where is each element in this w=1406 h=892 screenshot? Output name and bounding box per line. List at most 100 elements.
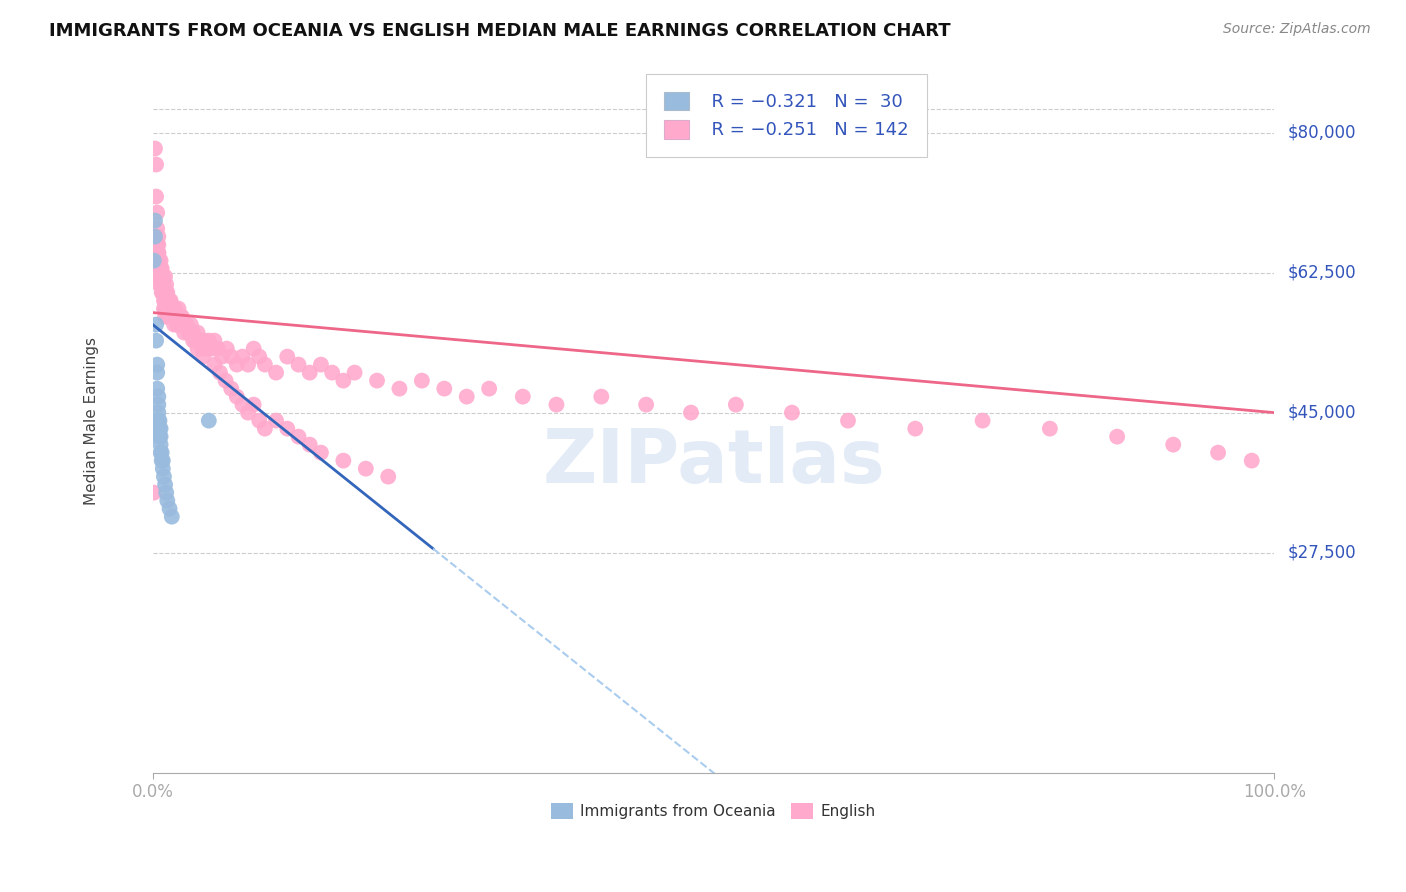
Point [679,406,702,420]
Point [148,277,170,292]
Point [1107,429,1129,443]
Point [724,398,747,412]
Point [198,334,221,348]
Point [149,429,172,443]
Point [191,342,214,356]
Point [152,285,174,300]
Point [512,390,534,404]
Point [173,326,195,340]
Point [159,501,181,516]
Point [148,269,170,284]
Point [150,285,173,300]
Point [309,358,332,372]
Point [219,350,242,364]
Point [148,245,170,260]
Point [264,414,287,428]
Point [156,310,179,324]
Point [202,358,225,372]
Point [156,301,179,316]
Point [162,310,184,324]
Point [253,358,276,372]
Point [195,342,218,356]
Text: $27,500: $27,500 [1288,543,1357,562]
Point [150,277,173,292]
Point [145,334,167,348]
Point [148,390,170,404]
Point [150,261,173,276]
Text: $62,500: $62,500 [1288,263,1357,282]
Point [287,429,309,443]
Point [332,453,354,467]
Point [148,398,170,412]
Point [388,382,411,396]
Point [142,253,165,268]
Point [276,422,298,436]
Point [208,366,231,380]
Point [972,414,994,428]
Point [165,310,187,324]
Point [146,221,169,235]
Point [187,326,209,340]
Point [153,285,176,300]
Point [309,445,332,459]
Point [153,293,176,308]
Point [181,326,204,340]
Point [150,269,173,284]
Point [143,229,166,244]
Point [153,269,176,284]
Point [180,318,202,332]
Point [143,142,166,156]
Point [298,437,321,451]
Text: IMMIGRANTS FROM OCEANIA VS ENGLISH MEDIAN MALE EARNINGS CORRELATION CHART: IMMIGRANTS FROM OCEANIA VS ENGLISH MEDIA… [49,22,950,40]
Point [148,253,170,268]
Point [236,358,259,372]
Point [207,342,229,356]
Point [159,293,181,308]
Point [276,350,298,364]
Point [159,301,181,316]
Text: $80,000: $80,000 [1288,123,1357,142]
Point [152,277,174,292]
Point [198,414,221,428]
Point [188,334,211,348]
Point [1161,437,1184,451]
Point [145,261,167,276]
Point [163,318,186,332]
Point [146,358,169,372]
Text: ZIPatlas: ZIPatlas [543,426,884,500]
Point [152,453,174,467]
Point [236,406,259,420]
Point [1240,453,1263,467]
Point [173,318,195,332]
Point [287,358,309,372]
Point [187,342,209,356]
Point [148,414,170,428]
Point [166,318,188,332]
Point [148,414,170,428]
Point [153,293,176,308]
Point [153,301,176,316]
Point [181,334,204,348]
Point [211,350,233,364]
Point [148,253,170,268]
Point [264,366,287,380]
Point [153,310,176,324]
Point [242,342,264,356]
Point [142,485,165,500]
Point [1039,422,1062,436]
Point [155,277,177,292]
Point [149,261,172,276]
Point [170,310,193,324]
Point [231,350,253,364]
Point [150,453,173,467]
Point [149,261,172,276]
Point [170,310,193,324]
Point [146,382,169,396]
Point [1206,445,1229,459]
Point [231,398,253,412]
Point [149,269,172,284]
Point [160,301,183,316]
Point [145,157,167,171]
Point [366,374,388,388]
Point [159,293,181,308]
